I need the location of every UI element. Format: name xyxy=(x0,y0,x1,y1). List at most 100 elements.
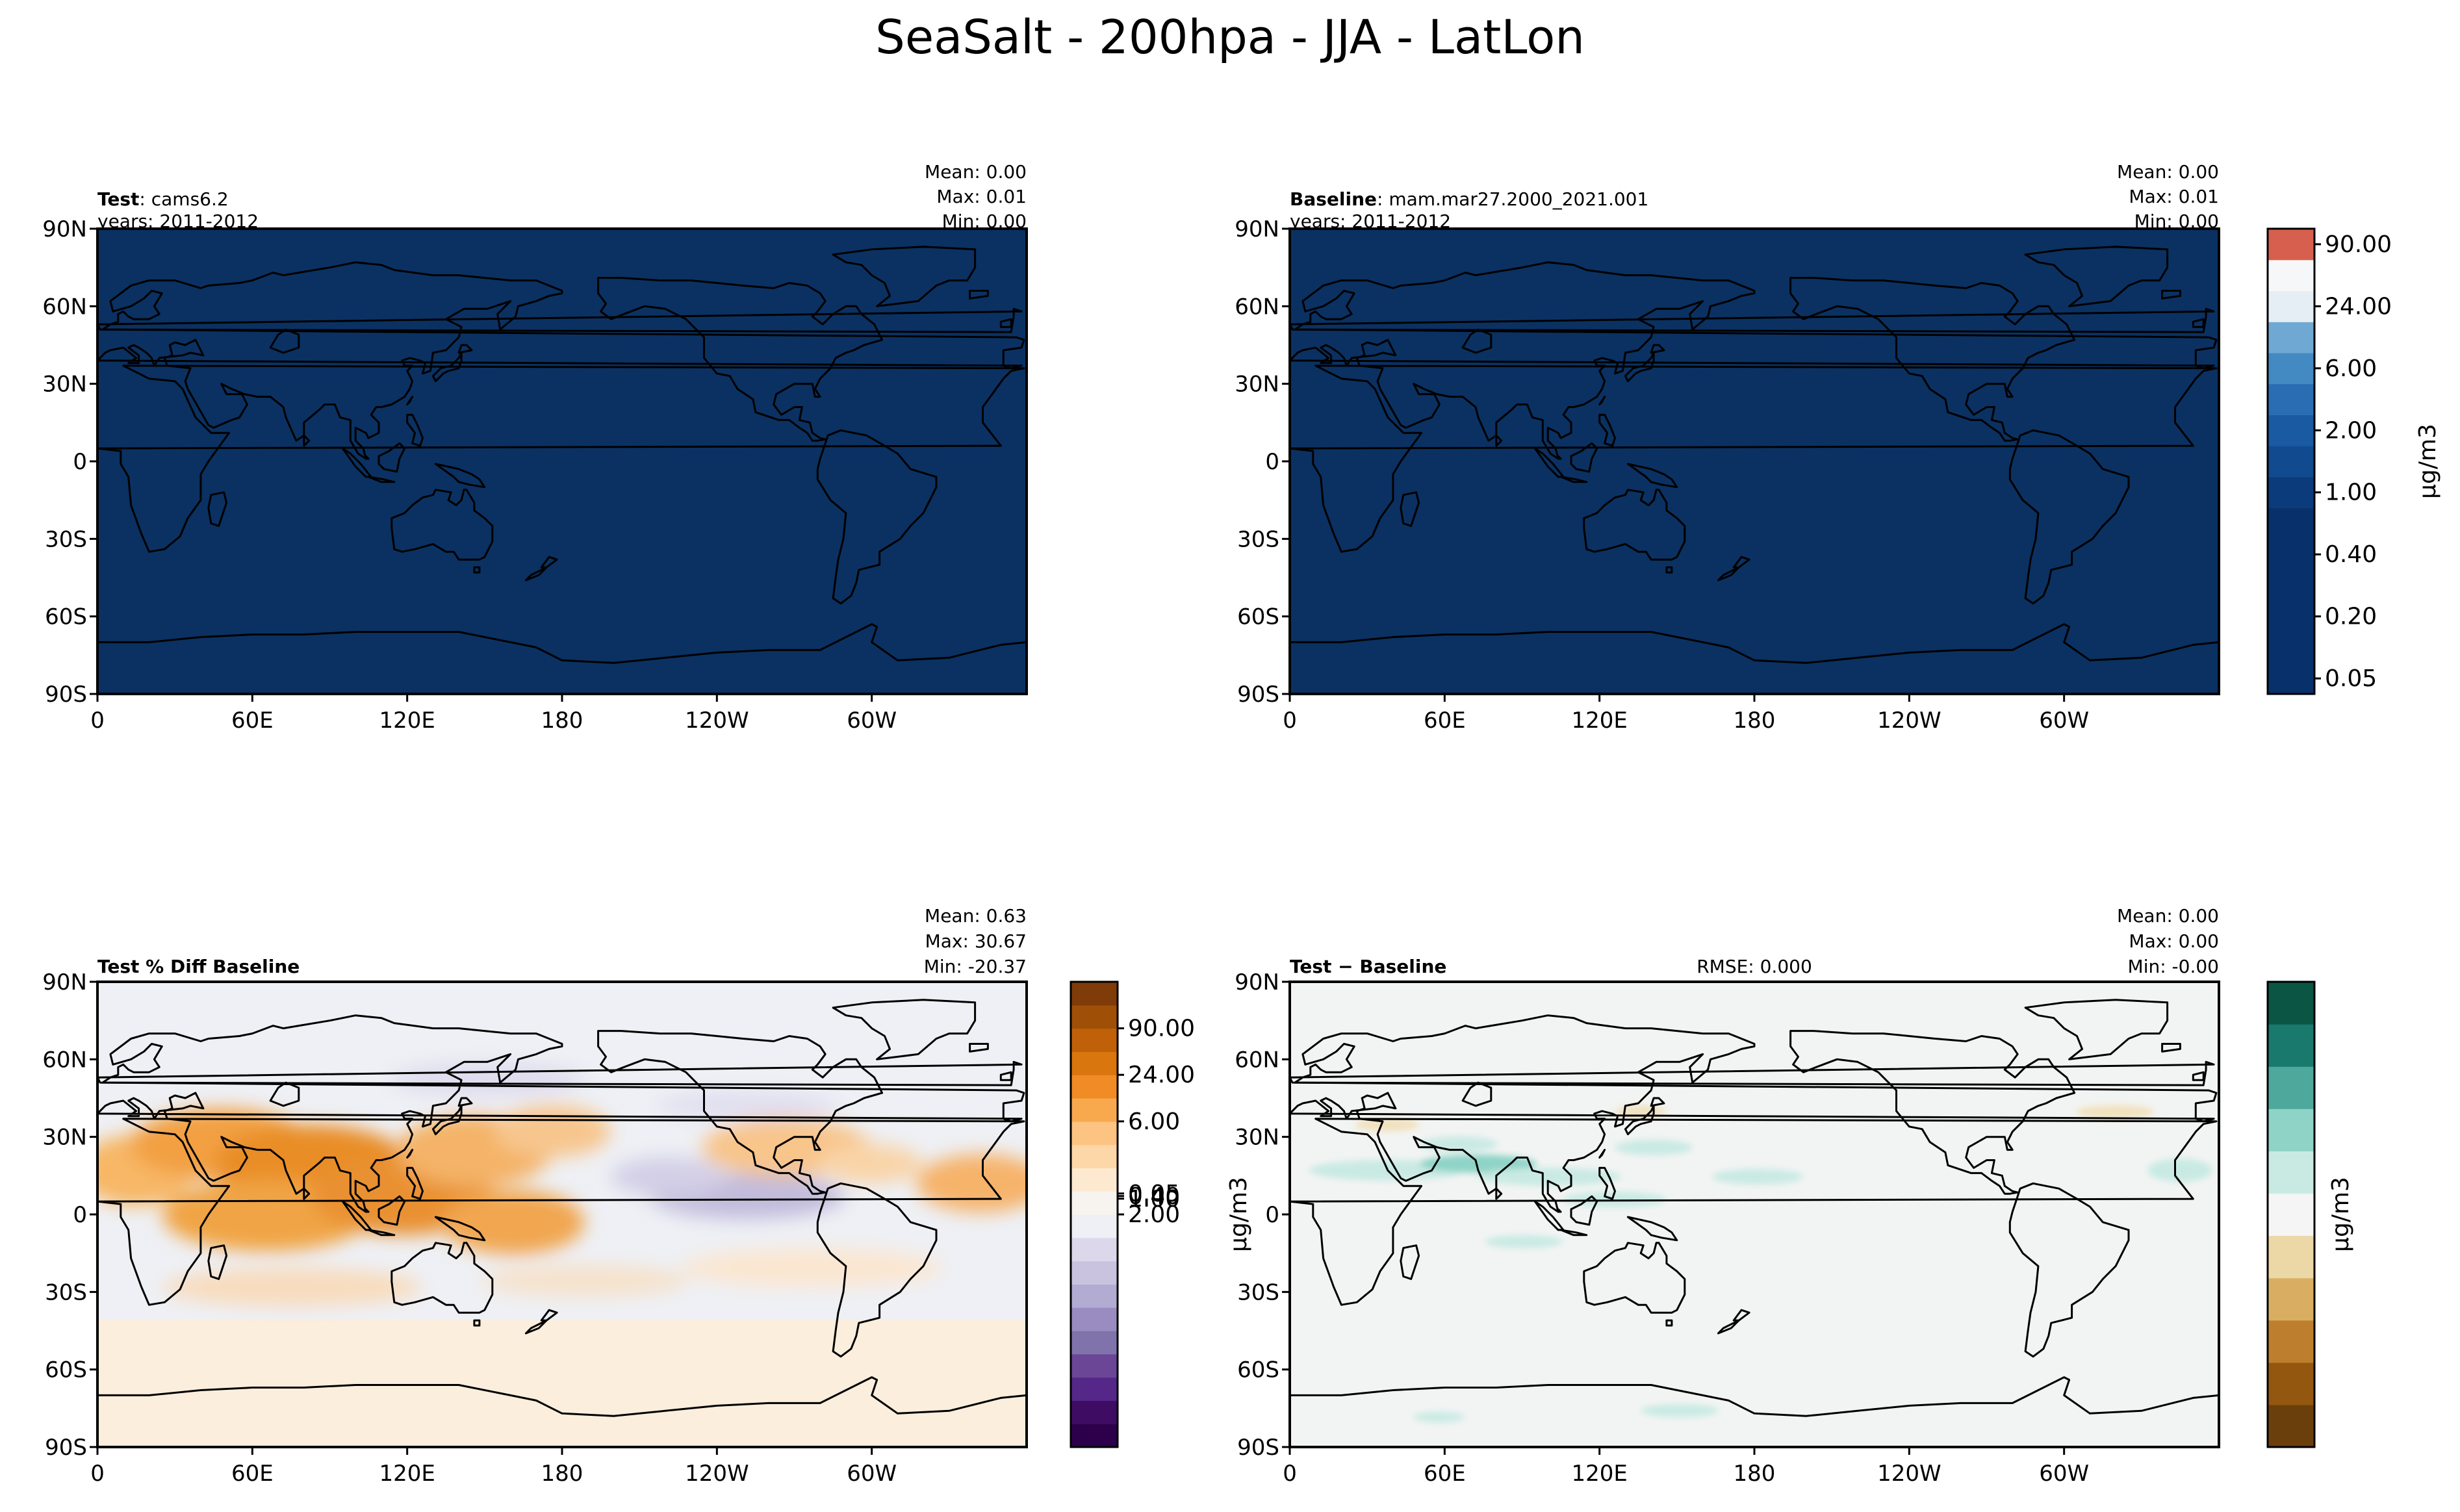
colorbar-swatches xyxy=(2268,982,2314,1448)
x-tick-label: 120E xyxy=(379,708,435,734)
colorbar-swatch xyxy=(2268,982,2314,1025)
x-tick-label: 120W xyxy=(1877,1461,1941,1487)
x-tick-label: 180 xyxy=(1734,1461,1776,1487)
field-spot xyxy=(1615,1140,1693,1155)
coastline xyxy=(303,1187,311,1200)
y-tick-label: 60S xyxy=(45,604,87,630)
coastline xyxy=(832,246,977,307)
coastline xyxy=(97,1014,1025,1213)
coastline xyxy=(2024,246,2169,307)
coastline xyxy=(207,1244,228,1280)
y-tick-label: 30N xyxy=(42,1125,87,1151)
colorbar-swatch xyxy=(2268,507,2314,539)
coastline xyxy=(2024,999,2169,1060)
colorbar-swatch xyxy=(2268,476,2314,509)
panel-title-bold: Baseline xyxy=(1290,188,1377,210)
coastline xyxy=(2161,1043,2181,1053)
map-area xyxy=(97,982,1027,1447)
coastline xyxy=(378,1195,406,1226)
stat-mean: Mean: 0.00 xyxy=(2117,161,2219,183)
colorbar-swatch xyxy=(1071,1121,1118,1146)
field-blob xyxy=(494,1105,611,1157)
coastline xyxy=(597,277,884,442)
coastline xyxy=(406,396,414,405)
field-spot xyxy=(1478,1168,1621,1186)
panel-title-rest: : mam.mar27.2000_2021.001 xyxy=(1377,188,1648,210)
coastlines xyxy=(1290,999,2219,1447)
x-tick-label: 60W xyxy=(847,708,897,734)
coastline xyxy=(597,1030,884,1195)
coastline xyxy=(97,623,1027,694)
coastline xyxy=(1665,566,1673,574)
y-tick-label: 90S xyxy=(1237,1435,1279,1461)
y-tick-label: 30S xyxy=(1237,1279,1279,1305)
coastline xyxy=(97,1376,1027,1447)
coastline xyxy=(1598,1149,1606,1159)
colorbar-swatch xyxy=(2268,415,2314,446)
x-tick-label: 120W xyxy=(685,708,749,734)
stat-max: Max: 30.67 xyxy=(925,930,1027,952)
panel-diff: Test − Baseline RMSE: 0.000 Mean: 0.00 M… xyxy=(1235,905,2220,1487)
coastline xyxy=(457,344,473,354)
coastline xyxy=(1290,1014,2218,1213)
y-tick-label: 0 xyxy=(1265,449,1279,475)
colorbar-swatch xyxy=(2268,570,2314,602)
y-tick-label: 0 xyxy=(73,1202,87,1228)
field-pattern xyxy=(97,1063,1027,1447)
coastline xyxy=(1290,1376,2219,1447)
colorbar-diff: μg/m3 xyxy=(2266,980,2354,1448)
x-tick-label: 0 xyxy=(1283,1461,1297,1487)
coastline xyxy=(969,1043,989,1053)
coastline xyxy=(1598,396,1606,405)
colorbar-swatch xyxy=(1071,1307,1118,1331)
field-blob xyxy=(162,1268,422,1307)
coastline xyxy=(207,491,228,527)
colorbar-swatch xyxy=(2268,1320,2314,1363)
colorbar-swatch xyxy=(1071,1144,1118,1168)
colorbar-swatch xyxy=(2268,322,2314,353)
coastline xyxy=(391,489,494,561)
coastline xyxy=(2192,318,2205,328)
coastline xyxy=(1570,442,1598,473)
colorbar-swatch xyxy=(1071,1400,1118,1424)
coastline xyxy=(457,1097,473,1107)
coastline xyxy=(2008,429,2130,605)
stat-mean: Mean: 0.63 xyxy=(925,905,1027,927)
coastline xyxy=(2161,290,2181,300)
x-tick-label: 60E xyxy=(1424,1461,1466,1487)
field-pattern xyxy=(1309,1105,2212,1422)
coastline xyxy=(999,318,1012,328)
colorbar-swatch xyxy=(2268,1024,2314,1067)
colorbar-tick-label: 1.00 xyxy=(2325,480,2377,506)
coastline xyxy=(1290,1118,2218,1306)
colorbar-swatch xyxy=(2268,600,2314,633)
field-spot xyxy=(1420,1155,1537,1173)
coastline xyxy=(1598,1166,1616,1200)
colorbar-tick-label: 90.00 xyxy=(2325,231,2392,258)
coastline xyxy=(378,442,406,473)
map-field xyxy=(1290,229,2219,694)
field-spot xyxy=(1712,1169,1803,1185)
x-tick-label: 60W xyxy=(2039,1461,2089,1487)
coastline xyxy=(1290,307,2215,333)
colorbar-tick-label: 0.40 xyxy=(2325,541,2377,568)
colorbar-swatch xyxy=(2268,1193,2314,1237)
coastline xyxy=(473,1319,481,1327)
stat-max: Max: 0.01 xyxy=(936,186,1027,207)
colorbar-swatches xyxy=(1071,982,1118,1448)
colorbar-ticks: 0.05 0.20 0.40 1.00 2.00 6.00 24.00 90.00 xyxy=(2314,231,2392,692)
coastline xyxy=(434,1216,486,1242)
coastline xyxy=(816,1182,938,1358)
y-tick-label: 30N xyxy=(1235,372,1279,398)
coastline xyxy=(816,429,938,605)
colorbar-pct: 0.050.401.002.00 6.00 24.00 90.00 μg/m3 xyxy=(1070,980,1252,1448)
field-blob xyxy=(481,1264,689,1297)
colorbar-swatch xyxy=(1071,982,1118,1006)
colorbar-swatch xyxy=(2268,259,2314,292)
colorbar-swatch xyxy=(2268,383,2314,415)
y-tick-label: 90N xyxy=(42,216,87,242)
x-tick-label: 120E xyxy=(379,1461,435,1487)
coastline xyxy=(524,566,548,582)
colorbar-swatch xyxy=(2268,352,2314,385)
colorbar-swatch xyxy=(2268,446,2314,478)
